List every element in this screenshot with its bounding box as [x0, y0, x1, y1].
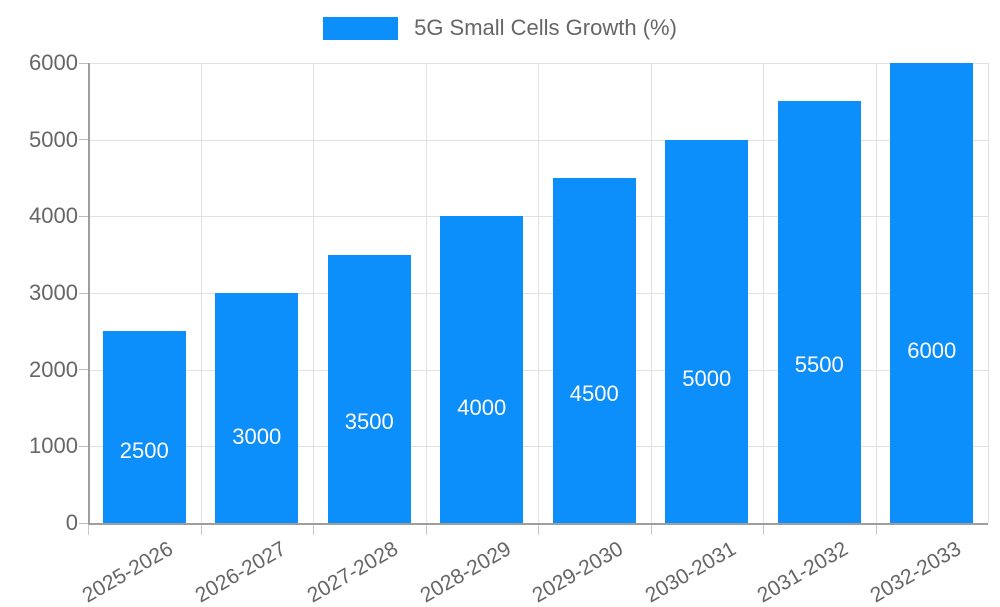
y-axis-tick-mark — [79, 522, 88, 524]
legend-color-swatch-icon — [323, 16, 399, 40]
y-axis-tick-mark — [79, 445, 88, 447]
y-axis-tick-mark — [79, 292, 88, 294]
y-axis-tick-label: 2000 — [29, 356, 78, 382]
x-axis-tick-label: 2032-2033 — [866, 537, 965, 607]
x-axis-tick-label: 2028-2029 — [416, 537, 515, 607]
x-axis-tick-label: 2031-2032 — [753, 537, 853, 607]
bar-value-label: 4500 — [569, 380, 619, 406]
y-axis-tick-mark — [79, 215, 88, 217]
x-axis-tick-label: 2025-2026 — [78, 537, 178, 607]
legend-label: 5G Small Cells Growth (%) — [414, 15, 677, 40]
bar[interactable] — [665, 139, 749, 523]
y-axis-tick-label: 0 — [65, 510, 78, 535]
bar[interactable] — [552, 178, 636, 523]
bar[interactable] — [777, 101, 861, 523]
gridline-vertical — [651, 63, 652, 523]
bar[interactable] — [440, 216, 524, 523]
y-axis-tick-mark — [79, 139, 88, 141]
x-axis-tick-mark — [201, 525, 202, 535]
y-axis-tick: 0 — [66, 512, 88, 534]
y-axis-tick-label: 3000 — [29, 280, 78, 305]
plot-area: 2500 3000 3500 4000 4500 5000 5500 6000 — [88, 63, 989, 524]
gridline-vertical — [763, 63, 764, 523]
y-axis-tick-label: 1000 — [29, 433, 78, 459]
x-axis-tick-mark — [763, 525, 764, 535]
x-axis-tick-label: 2027-2028 — [303, 537, 403, 607]
bar[interactable] — [215, 293, 299, 523]
bar[interactable] — [102, 331, 186, 523]
bar-value-label: 3000 — [232, 423, 282, 449]
bar[interactable] — [890, 63, 974, 523]
x-axis-tick-mark — [88, 525, 89, 535]
bar-value-label: 4000 — [457, 395, 507, 420]
x-axis-tick-mark — [313, 525, 314, 535]
gridline-vertical — [988, 63, 989, 523]
bar-value-label: 5500 — [794, 351, 844, 377]
gridline-vertical — [313, 63, 314, 523]
bar-value-label: 6000 — [907, 337, 957, 363]
y-axis-tick-label: 6000 — [29, 50, 78, 75]
y-axis-tick: 1000 — [29, 435, 88, 457]
legend-item-5g-small-cells-growth[interactable]: 5G Small Cells Growth (%) — [323, 15, 677, 40]
bar[interactable] — [327, 254, 411, 523]
bar-value-label: 5000 — [682, 366, 732, 392]
x-axis-tick-mark — [426, 525, 427, 535]
y-axis-tick: 4000 — [29, 205, 88, 227]
y-axis-line — [88, 63, 90, 524]
gridline-vertical — [201, 63, 202, 523]
y-axis-tick: 6000 — [29, 52, 88, 74]
y-axis-tick-mark — [79, 62, 88, 64]
y-axis-tick-label: 5000 — [29, 126, 78, 152]
y-axis-tick-label: 4000 — [29, 203, 78, 229]
x-axis-tick-label: 2029-2030 — [528, 537, 628, 607]
bar-value-label: 2500 — [119, 438, 169, 464]
y-axis: 0 1000 2000 3000 4000 5000 6000 — [0, 0, 88, 600]
bar-value-label: 3500 — [344, 409, 394, 435]
y-axis-tick-mark — [79, 369, 88, 371]
y-axis-tick: 5000 — [29, 126, 88, 152]
x-axis-tick-label: 2030-2031 — [641, 537, 740, 607]
chart-legend: 5G Small Cells Growth (%) — [0, 8, 1000, 48]
x-axis-tick-label: 2026-2027 — [191, 537, 290, 607]
gridline-vertical — [538, 63, 539, 523]
x-axis-tick-mark — [538, 525, 539, 535]
y-axis-tick: 2000 — [29, 356, 88, 382]
gridline-vertical — [876, 63, 877, 523]
x-axis-tick-mark — [651, 525, 652, 535]
gridline-vertical — [426, 63, 427, 523]
x-axis-tick-mark — [876, 525, 877, 535]
x-axis-line — [88, 523, 988, 525]
y-axis-tick: 3000 — [29, 282, 88, 304]
